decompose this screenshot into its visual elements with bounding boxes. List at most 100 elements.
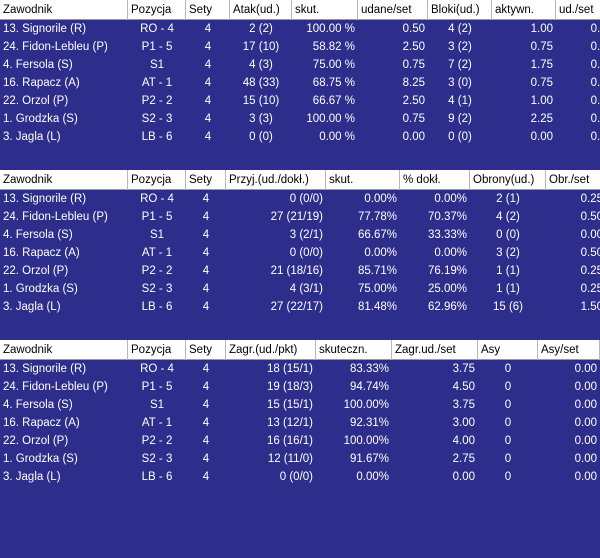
table-row[interactable]: 4. Fersola (S) S1 4 15 (15/1) 100.00% 3.75 0 0.… (0, 396, 600, 414)
table-cell: 68.75 % (312, 77, 355, 89)
table-cell: 27 (22/17) (270, 301, 323, 313)
table-row[interactable]: 24. Fidon-Lebleu (P) P1 - 5 4 27 (21/19) 77.… (0, 208, 600, 226)
table-cell: 4 (202, 435, 210, 447)
table-cell: 0.50 (580, 211, 600, 223)
table-cell: 85.71% (357, 265, 397, 277)
table-cell: 0 (504, 363, 512, 375)
table-row[interactable]: 22. Orzol (P) P2 - 2 4 15 (10) 66.67 % 2.50 4 … (0, 92, 600, 110)
table-row[interactable]: 1. Grodzka (S) S2 - 3 4 12 (11/0) 91.67% 2.75… (0, 450, 600, 468)
column-header-zawodnik[interactable]: Zawodnik (0, 0, 128, 20)
column-header-asy[interactable]: Asy (478, 340, 538, 360)
table-cell: 12 (11/0) (267, 453, 313, 465)
table-cell: 4 (202, 229, 210, 241)
table-cell: 4.50 (452, 381, 475, 393)
column-header-obrony-ud[interactable]: Obrony(ud.) (470, 170, 546, 190)
table-row[interactable]: 22. Orzol (P) P2 - 2 4 21 (18/16) 85.71% 76.1… (0, 262, 600, 280)
table-row[interactable]: 4. Fersola (S) S1 4 3 (2/1) 66.67% 33.33% 0 (0… (0, 226, 600, 244)
table-cell: 2 (1) (496, 193, 520, 205)
table-cell: 2.25 (530, 113, 553, 125)
column-header-sety[interactable]: Sety (186, 170, 226, 190)
column-header-skuteczn[interactable]: skuteczn. (316, 340, 392, 360)
table-cell: S1 (149, 59, 165, 71)
table-cell: AT - 1 (141, 77, 173, 89)
table-cell: 4 (202, 283, 210, 295)
table-cell: 0.00% (434, 247, 467, 259)
column-header-ud-set[interactable]: ud./set (556, 0, 600, 20)
table-cell: 0.50 (580, 247, 600, 259)
column-header-pozycja[interactable]: Pozycja (128, 340, 186, 360)
table-cell: S2 - 3 (141, 453, 173, 465)
table-row[interactable]: 16. Rapacz (A) AT - 1 4 13 (12/1) 92.31% 3.00… (0, 414, 600, 432)
table-cell: 3.00 (452, 417, 475, 429)
table-cell: 17 (10) (242, 41, 280, 53)
table-cell: 58.82 % (312, 41, 355, 53)
table-row[interactable]: 3. Jagla (L) LB - 6 4 27 (22/17) 81.48% 62.96… (0, 298, 600, 316)
column-header-bloki-ud[interactable]: Bloki(ud.) (428, 0, 492, 20)
table-row[interactable]: 13. Signorile (R) RO - 4 4 0 (0/0) 0.00% 0.00… (0, 190, 600, 208)
column-header-skut[interactable]: skut. (292, 0, 358, 20)
player-name-cell: 24. Fidon-Lebleu (P) (3, 41, 108, 53)
reception-stats-table: Zawodnik Pozycja Sety Przyj.(ud./dokł.) skut… (0, 170, 600, 316)
player-name-cell: 13. Signorile (R) (3, 23, 87, 35)
column-header-zawodnik[interactable]: Zawodnik (0, 170, 128, 190)
player-name-cell: 13. Signorile (R) (3, 193, 87, 205)
table-cell: 33.33% (427, 229, 467, 241)
table-cell: 19 (18/3) (266, 381, 313, 393)
table-cell: 4 (202, 193, 210, 205)
player-name-cell: 4. Fersola (S) (3, 59, 73, 71)
column-header-zawodnik[interactable]: Zawodnik (0, 340, 128, 360)
table-row[interactable]: 1. Grodzka (S) S2 - 3 4 4 (3/1) 75.00% 25.00%… (0, 280, 600, 298)
table-cell: 1 (1) (496, 265, 520, 277)
column-header-skut[interactable]: skut. (326, 170, 400, 190)
table-row[interactable]: 13. Signorile (R) RO - 4 4 2 (2) 100.00 % 0.5… (0, 20, 600, 38)
player-name-cell: 3. Jagla (L) (3, 131, 61, 143)
column-header-pozycja[interactable]: Pozycja (128, 170, 186, 190)
table-cell: 4 (204, 95, 212, 107)
table-cell: 4 (2) (496, 211, 520, 223)
table-cell: 0.00 (574, 435, 597, 447)
table-body: 13. Signorile (R) RO - 4 4 0 (0/0) 0.00% 0.00… (0, 190, 600, 316)
table-row[interactable]: 22. Orzol (P) P2 - 2 4 16 (16/1) 100.00% 4.00… (0, 432, 600, 450)
column-header-dok[interactable]: % dokł. (400, 170, 470, 190)
table-cell: 2.75 (452, 453, 475, 465)
column-header-asy-set[interactable]: Asy/set (538, 340, 600, 360)
table-cell: 0 (504, 471, 512, 483)
player-name-cell: 1. Grodzka (S) (3, 283, 78, 295)
column-header-przyj-ud-dok[interactable]: Przyj.(ud./dokł.) (226, 170, 326, 190)
player-name-cell: 24. Fidon-Lebleu (P) (3, 211, 108, 223)
column-header-udane-set[interactable]: udane/set (358, 0, 428, 20)
table-cell: 0.50 (590, 41, 600, 53)
column-header-atak-ud[interactable]: Atak(ud.) (230, 0, 292, 20)
column-header-sety[interactable]: Sety (186, 0, 230, 20)
table-cell: 0.00 (574, 399, 597, 411)
table-row[interactable]: 16. Rapacz (A) AT - 1 4 0 (0/0) 0.00% 0.00% 3 … (0, 244, 600, 262)
table-cell: P2 - 2 (141, 265, 173, 277)
table-row[interactable]: 16. Rapacz (A) AT - 1 4 48 (33) 68.75 % 8.25 3… (0, 74, 600, 92)
table-row[interactable]: 24. Fidon-Lebleu (P) P1 - 5 4 19 (18/3) 94.7… (0, 378, 600, 396)
table-cell: 4 (202, 453, 210, 465)
table-cell: LB - 6 (141, 131, 173, 143)
table-cell: 3 (2) (448, 41, 472, 53)
column-header-aktywn[interactable]: aktywn. (492, 0, 556, 20)
column-header-zagr-ud-pkt[interactable]: Zagr.(ud./pkt) (226, 340, 316, 360)
table-row[interactable]: 3. Jagla (L) LB - 6 4 0 (0/0) 0.00% 0.00 0 0.00 (0, 468, 600, 486)
table-cell: LB - 6 (141, 471, 173, 483)
table-cell: 3.75 (452, 363, 475, 375)
table-cell: 3 (2) (496, 247, 520, 259)
table-body: 13. Signorile (R) RO - 4 4 2 (2) 100.00 % 0.5… (0, 20, 600, 146)
column-header-zagr-ud-set[interactable]: Zagr.ud./set (392, 340, 478, 360)
column-header-pozycja[interactable]: Pozycja (128, 0, 186, 20)
table-row[interactable]: 24. Fidon-Lebleu (P) P1 - 5 4 17 (10) 58.82 … (0, 38, 600, 56)
table-row[interactable]: 4. Fersola (S) S1 4 4 (3) 75.00 % 0.75 7 (2) 1.… (0, 56, 600, 74)
table-cell: 0.00 (574, 453, 597, 465)
table-row[interactable]: 13. Signorile (R) RO - 4 4 18 (15/1) 83.33% 3… (0, 360, 600, 378)
table-cell: S1 (149, 399, 165, 411)
table-cell: 0.00 (574, 381, 597, 393)
column-header-obr-set[interactable]: Obr./set (546, 170, 600, 190)
table-cell: RO - 4 (140, 23, 174, 35)
table-row[interactable]: 3. Jagla (L) LB - 6 4 0 (0) 0.00 % 0.00 0 (0) 0… (0, 128, 600, 146)
table-row[interactable]: 1. Grodzka (S) S2 - 3 4 3 (3) 100.00 % 0.75 9 … (0, 110, 600, 128)
table-cell: 75.00% (357, 283, 397, 295)
column-header-sety[interactable]: Sety (186, 340, 226, 360)
